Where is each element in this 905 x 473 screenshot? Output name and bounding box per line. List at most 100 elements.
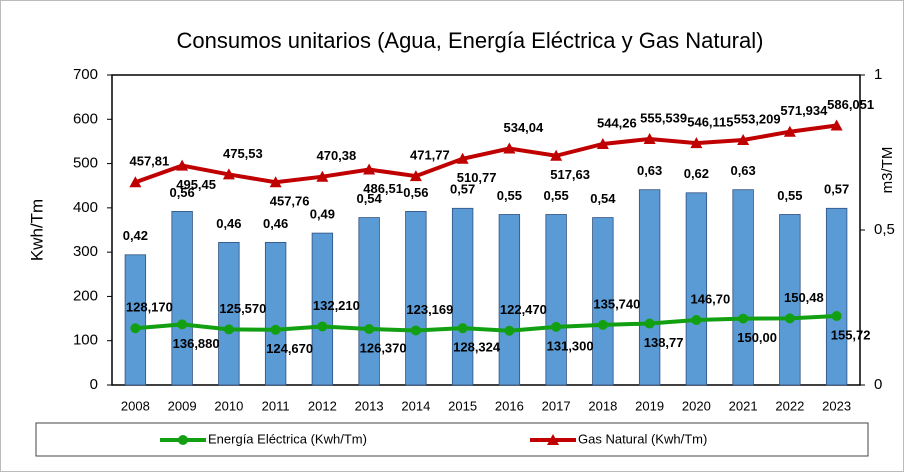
line-value-label: 122,470 bbox=[500, 302, 547, 317]
x-tick-label: 2021 bbox=[729, 398, 758, 413]
y-tick-label: 300 bbox=[73, 243, 98, 260]
marker bbox=[691, 315, 702, 326]
bar bbox=[218, 241, 240, 386]
x-tick-label: 2010 bbox=[214, 398, 243, 413]
marker bbox=[457, 323, 468, 334]
line-value-label: 553,209 bbox=[734, 111, 781, 126]
line-value-label: 555,539 bbox=[640, 110, 687, 125]
line-value-label: 146,70 bbox=[690, 291, 730, 306]
bar bbox=[685, 192, 708, 386]
line-value-label: 131,300 bbox=[547, 338, 594, 353]
marker bbox=[364, 324, 375, 335]
y2-axis-label: m3/TM bbox=[879, 147, 896, 194]
line-value-label: 135,740 bbox=[593, 296, 640, 311]
y2-tick-label: 0 bbox=[874, 376, 882, 393]
x-tick-label: 2011 bbox=[262, 398, 290, 413]
marker bbox=[409, 170, 422, 182]
marker bbox=[176, 159, 189, 171]
line-value-label: 128,324 bbox=[453, 340, 501, 355]
bar bbox=[825, 207, 848, 386]
x-tick-label: 2015 bbox=[448, 398, 477, 413]
x-tick-label: 2023 bbox=[822, 398, 851, 413]
plot-area bbox=[111, 74, 861, 386]
marker bbox=[737, 134, 750, 146]
line-value-label: 510,77 bbox=[457, 170, 497, 185]
x-tick-label: 2012 bbox=[308, 398, 337, 413]
marker bbox=[503, 142, 516, 154]
marker bbox=[783, 125, 796, 137]
bar-value-label: 0,57 bbox=[450, 182, 475, 197]
x-tick-label: 2014 bbox=[401, 398, 430, 413]
legend-label: Gas Natural (Kwh/Tm) bbox=[578, 431, 707, 446]
marker bbox=[410, 325, 421, 336]
marker bbox=[551, 321, 562, 332]
line-value-label: 457,76 bbox=[270, 194, 310, 209]
marker bbox=[597, 319, 608, 330]
line-value-label: 471,77 bbox=[410, 148, 450, 163]
line bbox=[135, 314, 837, 333]
legend-marker bbox=[547, 434, 559, 445]
x-tick-label: 2013 bbox=[355, 398, 384, 413]
marker bbox=[456, 152, 469, 164]
line-value-label: 138,77 bbox=[644, 335, 684, 350]
line-value-label: 126,370 bbox=[360, 340, 407, 355]
x-tick-label: 2022 bbox=[775, 398, 804, 413]
line-value-label: 125,570 bbox=[219, 301, 266, 316]
line-value-label: 486,51 bbox=[363, 181, 403, 196]
line-value-label: 457,81 bbox=[129, 154, 169, 169]
bar-value-label: 0,46 bbox=[216, 216, 241, 231]
x-tick-label: 2017 bbox=[542, 398, 571, 413]
bar-value-label: 0,46 bbox=[263, 216, 288, 231]
bar bbox=[451, 207, 474, 386]
bar bbox=[171, 210, 193, 386]
marker bbox=[177, 319, 188, 330]
bar bbox=[779, 214, 801, 386]
line-value-label: 544,26 bbox=[597, 115, 637, 130]
marker bbox=[784, 313, 795, 324]
marker bbox=[270, 324, 281, 335]
line-value-label: 128,170 bbox=[126, 300, 173, 315]
bar bbox=[311, 232, 334, 386]
line-value-label: 475,53 bbox=[223, 146, 263, 161]
line-value-label: 150,00 bbox=[737, 330, 777, 345]
line-value-label: 124,670 bbox=[266, 341, 313, 356]
line-value-label: 586,051 bbox=[827, 97, 874, 112]
marker bbox=[831, 311, 842, 322]
y-tick-label: 700 bbox=[73, 66, 98, 83]
line-value-label: 546,115 bbox=[687, 115, 733, 130]
bar-value-label: 0,55 bbox=[497, 188, 522, 203]
bar-value-label: 0,57 bbox=[824, 182, 849, 197]
y-tick-label: 0 bbox=[90, 376, 98, 393]
line-value-label: 136,880 bbox=[173, 336, 220, 351]
line-value-label: 123,169 bbox=[406, 302, 453, 317]
y-axis-label: Kwh/Tm bbox=[27, 199, 46, 261]
bar-value-label: 0,63 bbox=[637, 163, 662, 178]
bar-value-label: 0,56 bbox=[169, 185, 194, 200]
legend-box bbox=[35, 422, 869, 457]
bar-value-label: 0,63 bbox=[730, 163, 755, 178]
line-value-label: 495,45 bbox=[176, 177, 216, 192]
bar-value-label: 0,62 bbox=[684, 166, 709, 181]
marker bbox=[644, 318, 655, 329]
line-value-label: 470,38 bbox=[316, 148, 356, 163]
x-tick-label: 2020 bbox=[682, 398, 711, 413]
marker bbox=[690, 137, 703, 149]
line-value-label: 150,48 bbox=[784, 290, 824, 305]
y-tick-label: 100 bbox=[73, 332, 98, 349]
y-tick-label: 500 bbox=[73, 155, 98, 172]
chart-title: Consumos unitarios (Agua, Energía Eléctr… bbox=[177, 28, 764, 53]
marker bbox=[222, 168, 235, 180]
bar bbox=[638, 189, 661, 386]
legend-marker bbox=[178, 435, 188, 445]
marker bbox=[596, 137, 609, 149]
x-tick-label: 2019 bbox=[635, 398, 664, 413]
bar-value-label: 0,56 bbox=[403, 185, 428, 200]
line-value-label: 534,04 bbox=[503, 120, 544, 135]
y2-tick-label: 0,5 bbox=[874, 221, 895, 238]
bar bbox=[592, 217, 614, 386]
legend-label: Energía Eléctrica (Kwh/Tm) bbox=[208, 431, 367, 446]
bar bbox=[545, 214, 567, 386]
line-value-label: 571,934 bbox=[780, 103, 828, 118]
bar-value-label: 0,49 bbox=[310, 207, 335, 222]
y2-tick-label: 1 bbox=[874, 66, 882, 83]
